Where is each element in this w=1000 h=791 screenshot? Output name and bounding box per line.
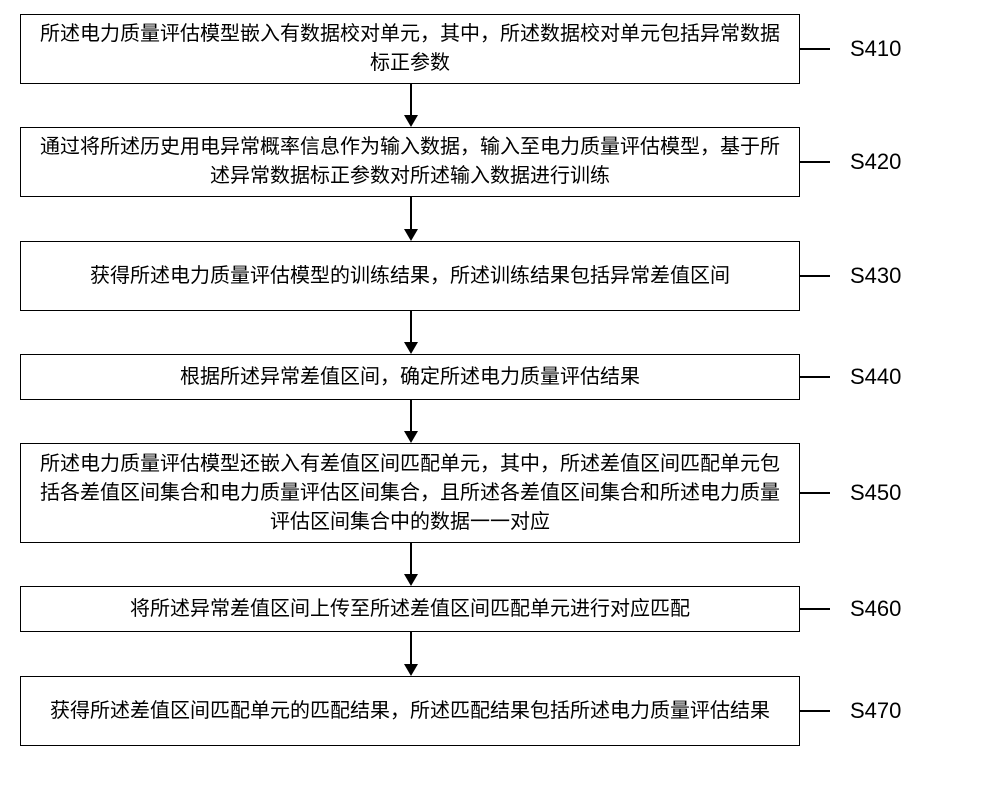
tick-s460 — [800, 608, 830, 610]
arrow-3-4 — [410, 311, 412, 342]
tick-s410 — [800, 48, 830, 50]
arrow-head-2-3 — [404, 229, 418, 241]
step-text-s440: 根据所述异常差值区间，确定所述电力质量评估结果 — [180, 363, 640, 392]
step-label-s430: S430 — [850, 263, 901, 289]
step-box-s440: 根据所述异常差值区间，确定所述电力质量评估结果 — [20, 354, 800, 400]
step-box-s460: 将所述异常差值区间上传至所述差值区间匹配单元进行对应匹配 — [20, 586, 800, 632]
step-row-s450: 所述电力质量评估模型还嵌入有差值区间匹配单元，其中，所述差值区间匹配单元包括各差… — [20, 443, 980, 543]
step-label-s420: S420 — [850, 149, 901, 175]
tick-s470 — [800, 710, 830, 712]
step-label-s460: S460 — [850, 596, 901, 622]
step-label-s470: S470 — [850, 698, 901, 724]
arrow-4-5 — [410, 400, 412, 431]
arrow-1-2 — [410, 84, 412, 115]
step-box-s410: 所述电力质量评估模型嵌入有数据校对单元，其中，所述数据校对单元包括异常数据标正参… — [20, 14, 800, 84]
tick-s420 — [800, 161, 830, 163]
step-row-s420: 通过将所述历史用电异常概率信息作为输入数据，输入至电力质量评估模型，基于所述异常… — [20, 127, 980, 197]
step-row-s470: 获得所述差值区间匹配单元的匹配结果，所述匹配结果包括所述电力质量评估结果 S47… — [20, 676, 980, 746]
step-row-s460: 将所述异常差值区间上传至所述差值区间匹配单元进行对应匹配 S460 — [20, 586, 980, 632]
step-label-s440: S440 — [850, 364, 901, 390]
arrow-5-6 — [410, 543, 412, 574]
tick-s430 — [800, 275, 830, 277]
arrow-head-4-5 — [404, 431, 418, 443]
step-row-s430: 获得所述电力质量评估模型的训练结果，所述训练结果包括异常差值区间 S430 — [20, 241, 980, 311]
step-text-s430: 获得所述电力质量评估模型的训练结果，所述训练结果包括异常差值区间 — [90, 262, 730, 291]
step-text-s420: 通过将所述历史用电异常概率信息作为输入数据，输入至电力质量评估模型，基于所述异常… — [33, 133, 787, 191]
step-row-s410: 所述电力质量评估模型嵌入有数据校对单元，其中，所述数据校对单元包括异常数据标正参… — [20, 14, 980, 84]
arrow-head-3-4 — [404, 342, 418, 354]
step-text-s460: 将所述异常差值区间上传至所述差值区间匹配单元进行对应匹配 — [130, 595, 690, 624]
step-row-s440: 根据所述异常差值区间，确定所述电力质量评估结果 S440 — [20, 354, 980, 400]
step-box-s450: 所述电力质量评估模型还嵌入有差值区间匹配单元，其中，所述差值区间匹配单元包括各差… — [20, 443, 800, 543]
tick-s440 — [800, 376, 830, 378]
arrow-head-5-6 — [404, 574, 418, 586]
flowchart-canvas: 所述电力质量评估模型嵌入有数据校对单元，其中，所述数据校对单元包括异常数据标正参… — [0, 0, 1000, 791]
arrow-2-3 — [410, 197, 412, 229]
step-text-s470: 获得所述差值区间匹配单元的匹配结果，所述匹配结果包括所述电力质量评估结果 — [50, 697, 770, 726]
step-text-s410: 所述电力质量评估模型嵌入有数据校对单元，其中，所述数据校对单元包括异常数据标正参… — [33, 20, 787, 78]
arrow-head-1-2 — [404, 115, 418, 127]
step-box-s470: 获得所述差值区间匹配单元的匹配结果，所述匹配结果包括所述电力质量评估结果 — [20, 676, 800, 746]
step-box-s430: 获得所述电力质量评估模型的训练结果，所述训练结果包括异常差值区间 — [20, 241, 800, 311]
tick-s450 — [800, 492, 830, 494]
step-text-s450: 所述电力质量评估模型还嵌入有差值区间匹配单元，其中，所述差值区间匹配单元包括各差… — [33, 450, 787, 537]
arrow-6-7 — [410, 632, 412, 664]
arrow-head-6-7 — [404, 664, 418, 676]
step-label-s450: S450 — [850, 480, 901, 506]
step-box-s420: 通过将所述历史用电异常概率信息作为输入数据，输入至电力质量评估模型，基于所述异常… — [20, 127, 800, 197]
step-label-s410: S410 — [850, 36, 901, 62]
